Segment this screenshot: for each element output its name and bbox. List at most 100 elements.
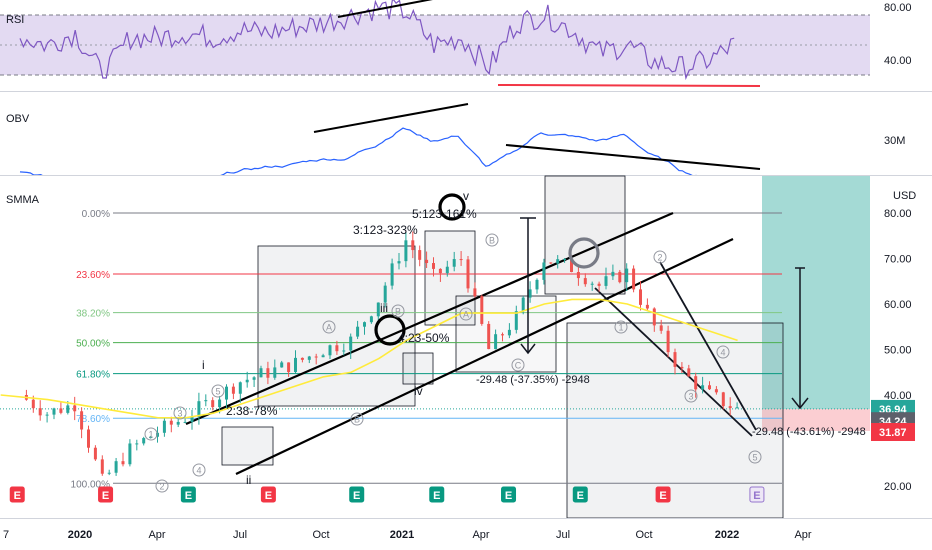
range-box[interactable]	[402, 352, 434, 385]
candle	[535, 279, 539, 290]
wave-label-v[interactable]: v	[463, 189, 469, 203]
earnings-marker[interactable]	[9, 486, 25, 503]
candle	[114, 461, 118, 473]
candle	[80, 411, 84, 430]
candle	[59, 408, 63, 413]
candle	[714, 389, 718, 393]
candle	[625, 268, 629, 283]
time-axis[interactable]: 7 2020 Apr Jul Oct 2021 Apr Jul Oct 2022 Apr	[3, 529, 812, 541]
earnings-marker[interactable]	[749, 486, 765, 503]
candle	[708, 385, 711, 390]
decline-wedge-upper[interactable]	[659, 261, 757, 431]
time-tick: Oct	[312, 529, 329, 541]
candle	[66, 405, 70, 413]
wave-label-iii[interactable]: iii	[380, 301, 388, 315]
wave-label-iv[interactable]: iv	[414, 384, 423, 398]
price-axis[interactable]: 80.00 70.00 60.00 50.00 40.00 20.00	[884, 208, 912, 493]
circle-label-4[interactable]: 4	[716, 345, 730, 359]
circle-label-4[interactable]: 4	[192, 463, 206, 477]
ratio-label-4[interactable]: 4:23-50%	[398, 331, 450, 345]
circle-label-3[interactable]: 3	[173, 406, 187, 420]
circle-label-2[interactable]: 2	[653, 250, 667, 264]
highlight-circle[interactable]	[438, 193, 466, 221]
highlight-circle[interactable]	[374, 314, 406, 346]
ratio-label-2[interactable]: 2:38-78%	[226, 404, 278, 418]
candle	[52, 408, 56, 415]
candle	[639, 289, 642, 305]
highlight-circle[interactable]	[568, 237, 600, 269]
circle-label-1[interactable]: 1	[614, 320, 628, 334]
candle	[45, 414, 49, 416]
range-box[interactable]	[455, 295, 557, 373]
price-tick: 20.00	[884, 481, 912, 493]
candle	[225, 386, 228, 400]
channel-lower[interactable]	[235, 238, 734, 475]
earnings-marker[interactable]	[501, 486, 517, 503]
range-box[interactable]	[221, 426, 274, 466]
candle	[728, 406, 732, 409]
circle-label-b[interactable]: B	[350, 412, 364, 426]
ratio-label-5[interactable]: 5:123-161%	[412, 207, 477, 221]
currency-label: USD	[893, 190, 916, 202]
candle	[604, 276, 608, 286]
circle-label-5[interactable]: 5	[211, 384, 225, 398]
earnings-marker[interactable]	[655, 486, 671, 503]
circle-label-2[interactable]: 2	[155, 479, 169, 493]
circle-label-5[interactable]: 5	[748, 450, 762, 464]
candle	[369, 316, 373, 323]
circle-label-c[interactable]: C	[511, 358, 525, 372]
earnings-marker[interactable]	[98, 486, 114, 503]
candle	[390, 263, 394, 286]
candle	[542, 262, 546, 280]
fib-level-label: 78.60%	[76, 414, 110, 425]
smma-label: SMMA	[6, 194, 40, 206]
measure-arrows[interactable]	[520, 217, 809, 410]
candle	[73, 405, 77, 412]
earnings-marker[interactable]	[349, 486, 365, 503]
wave-labels[interactable]: 1 2 3 4 5 A B B A B C 1 2 3 4 5	[144, 233, 762, 493]
candle	[38, 408, 42, 416]
candle	[445, 266, 449, 274]
earnings-marker[interactable]	[429, 486, 445, 503]
circle-label-1[interactable]: 1	[144, 427, 158, 441]
ratio-label-3[interactable]: 3:123-323%	[353, 223, 418, 237]
trendlines[interactable]	[185, 211, 757, 475]
candle	[659, 325, 663, 331]
circle-label-b[interactable]: B	[485, 233, 499, 247]
circle-label-a[interactable]: A	[322, 320, 336, 334]
rsi-support-line	[497, 84, 761, 87]
circle-label-b[interactable]: B	[391, 304, 405, 318]
rsi-label: RSI	[6, 14, 24, 26]
time-tick: 2021	[390, 529, 414, 541]
candle	[425, 259, 429, 264]
circle-label-a[interactable]: A	[459, 307, 473, 321]
measure-label-1[interactable]: -29.48 (-37.35%) -2948	[476, 374, 590, 386]
measure-arrow-1-head	[520, 343, 536, 355]
wave-label-i[interactable]: i	[202, 358, 205, 372]
candle	[307, 356, 311, 360]
candle	[162, 420, 166, 433]
candle	[100, 459, 104, 474]
svg-text:B: B	[395, 307, 401, 317]
target-zone[interactable]	[762, 176, 870, 409]
svg-text:1: 1	[148, 430, 153, 440]
candle	[590, 283, 594, 285]
channel-upper[interactable]	[185, 211, 674, 426]
earnings-marker[interactable]	[572, 486, 588, 503]
earnings-marker[interactable]	[180, 486, 196, 503]
measure-label-2[interactable]: -29.48 (-43.61%) -2948	[752, 426, 866, 438]
time-tick: 2020	[68, 529, 92, 541]
svg-text:4: 4	[196, 466, 201, 476]
candle	[652, 308, 656, 326]
stop-zone[interactable]	[762, 409, 870, 431]
earnings-marker-label: E	[433, 490, 440, 502]
rsi-tick-40: 40.00	[884, 55, 912, 67]
earnings-marker[interactable]	[260, 486, 276, 503]
circle-label-3[interactable]: 3	[684, 389, 698, 403]
wave-label-ii[interactable]: ii	[246, 473, 251, 487]
candle	[563, 258, 567, 260]
range-box[interactable]	[257, 245, 416, 407]
candle	[183, 421, 187, 423]
